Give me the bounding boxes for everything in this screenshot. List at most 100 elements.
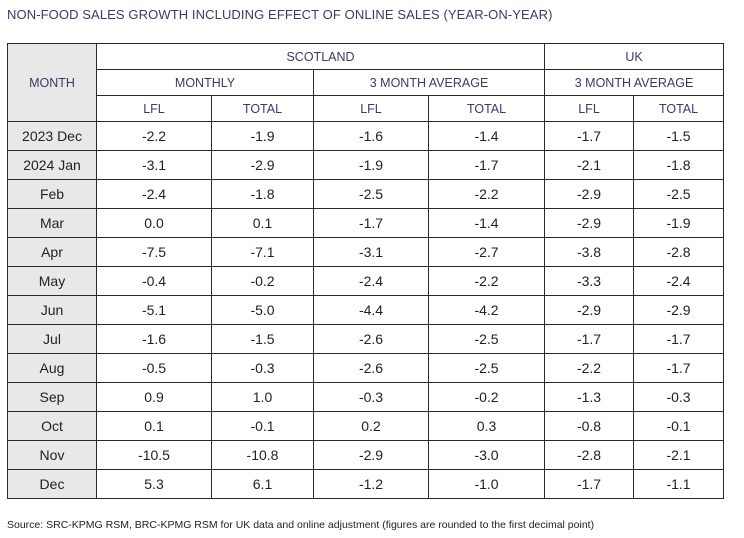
month-cell: Mar [7,208,97,238]
uk-average-total-cell: -2.5 [633,179,725,209]
scotland-group-header: SCOTLAND [95,43,546,70]
scotland-average-total-cell: -2.5 [427,324,546,354]
scotland-average-lfl-cell: -1.6 [313,121,429,151]
month-cell: Nov [7,440,97,470]
scotland-average-total-cell: -1.7 [427,150,546,180]
scotland-monthly-lfl-cell: -1.6 [96,324,212,354]
scotland-monthly-lfl-cell: 5.3 [96,469,212,499]
uk-average-total-cell: -1.1 [633,469,725,499]
uk-average-lfl-cell: -1.3 [544,382,635,412]
uk-average-lfl-cell: -3.8 [544,237,635,267]
scotland-monthly-total-cell: 0.1 [211,208,314,238]
uk-3-month-average-header: 3 MONTH AVERAGE [544,69,725,96]
scotland-average-lfl-cell: -2.5 [313,179,429,209]
scotland-monthly-total-cell: -5.0 [211,295,314,325]
uk-average-lfl-cell: -0.8 [544,411,635,441]
scotland-average-lfl-cell: -0.3 [313,382,429,412]
table-row: Sep 0.9 1.0 -0.3 -0.2 -1.3 -0.3 [7,382,725,412]
scotland-average-lfl-cell: -2.4 [313,266,429,296]
scotland-monthly-lfl-cell: 0.1 [96,411,212,441]
scotland-monthly-lfl-cell: -2.2 [96,121,212,151]
uk-average-lfl-cell: -1.7 [544,324,635,354]
table-row: 2024 Jan -3.1 -2.9 -1.9 -1.7 -2.1 -1.8 [7,150,725,180]
uk-average-lfl-cell: -2.9 [544,208,635,238]
scotland-monthly-lfl-cell: -2.4 [96,179,212,209]
scotland-average-lfl-cell: -2.6 [313,324,429,354]
scotland-average-lfl-cell: -3.1 [313,237,429,267]
scotland-monthly-lfl-header: LFL [96,95,212,122]
scotland-monthly-lfl-cell: 0.0 [96,208,212,238]
month-cell: Aug [7,353,97,383]
scotland-monthly-lfl-cell: -10.5 [96,440,212,470]
scotland-monthly-lfl-cell: -0.4 [96,266,212,296]
scotland-average-total-cell: -2.2 [427,266,546,296]
scotland-monthly-total-cell: -1.5 [211,324,314,354]
scotland-monthly-lfl-cell: -3.1 [96,150,212,180]
table-row: Jun -5.1 -5.0 -4.4 -4.2 -2.9 -2.9 [7,295,725,325]
table-row: Jul -1.6 -1.5 -2.6 -2.5 -1.7 -1.7 [7,324,725,354]
month-cell: Oct [7,411,97,441]
scotland-average-total-cell: -1.4 [427,208,546,238]
scotland-monthly-total-cell: -7.1 [211,237,314,267]
month-cell: Feb [7,179,97,209]
scotland-monthly-header: MONTHLY [96,69,314,96]
uk-average-lfl-cell: -2.8 [544,440,635,470]
scotland-3-month-average-header: 3 MONTH AVERAGE [312,69,546,96]
scotland-monthly-total-cell: -1.9 [211,121,314,151]
scotland-average-lfl-header: LFL [313,95,429,122]
source-note: Source: SRC-KPMG RSM, BRC-KPMG RSM for U… [7,519,595,531]
uk-average-total-cell: -1.8 [633,150,725,180]
scotland-average-total-cell: 0.3 [427,411,546,441]
month-cell: 2023 Dec [7,121,97,151]
scotland-average-total-cell: -1.4 [427,121,546,151]
table-row: Feb -2.4 -1.8 -2.5 -2.2 -2.9 -2.5 [7,179,725,209]
scotland-monthly-lfl-cell: -7.5 [96,237,212,267]
month-cell: Jun [7,295,97,325]
uk-group-header: UK [544,43,725,70]
scotland-average-lfl-cell: -4.4 [313,295,429,325]
scotland-monthly-total-header: TOTAL [211,95,314,122]
scotland-monthly-lfl-cell: -0.5 [96,353,212,383]
uk-average-total-cell: -1.5 [633,121,725,151]
month-cell: 2024 Jan [7,150,97,180]
scotland-monthly-total-cell: -0.2 [211,266,314,296]
scotland-average-lfl-cell: 0.2 [313,411,429,441]
uk-average-total-cell: -1.7 [633,353,725,383]
scotland-monthly-lfl-cell: -5.1 [96,295,212,325]
uk-average-total-header: TOTAL [633,95,725,122]
scotland-average-lfl-cell: -1.2 [313,469,429,499]
uk-average-total-cell: -0.3 [633,382,725,412]
scotland-average-lfl-cell: -1.7 [313,208,429,238]
scotland-monthly-total-cell: -10.8 [211,440,314,470]
uk-average-total-cell: -2.8 [633,237,725,267]
scotland-monthly-total-cell: -0.3 [211,353,314,383]
uk-average-total-cell: -0.1 [633,411,725,441]
table-title: NON-FOOD SALES GROWTH INCLUDING EFFECT O… [7,7,553,22]
month-cell: May [7,266,97,296]
scotland-monthly-total-cell: -0.1 [211,411,314,441]
uk-average-lfl-cell: -1.7 [544,469,635,499]
month-cell: Jul [7,324,97,354]
scotland-average-total-header: TOTAL [427,95,546,122]
table-row: Aug -0.5 -0.3 -2.6 -2.5 -2.2 -1.7 [7,353,725,383]
scotland-average-lfl-cell: -1.9 [313,150,429,180]
uk-average-lfl-cell: -3.3 [544,266,635,296]
table-row: 2023 Dec -2.2 -1.9 -1.6 -1.4 -1.7 -1.5 [7,121,725,151]
sales-growth-table: MONTH SCOTLAND UK MONTHLY 3 MONTH AVERAG… [7,43,725,499]
scotland-average-total-cell: -4.2 [427,295,546,325]
scotland-average-lfl-cell: -2.9 [313,440,429,470]
table-body: 2023 Dec -2.2 -1.9 -1.6 -1.4 -1.7 -1.5 2024 Jan… [7,121,725,499]
scotland-monthly-total-cell: -2.9 [211,150,314,180]
table-row: May -0.4 -0.2 -2.4 -2.2 -3.3 -2.4 [7,266,725,296]
scotland-average-lfl-cell: -2.6 [313,353,429,383]
uk-average-total-cell: -2.9 [633,295,725,325]
scotland-monthly-total-cell: 6.1 [211,469,314,499]
month-column-header: MONTH [7,43,97,122]
uk-average-total-cell: -1.7 [633,324,725,354]
table-row: Nov -10.5 -10.8 -2.9 -3.0 -2.8 -2.1 [7,440,725,470]
scotland-average-total-cell: -2.2 [427,179,546,209]
scotland-average-total-cell: -2.5 [427,353,546,383]
month-cell: Sep [7,382,97,412]
uk-average-lfl-cell: -2.2 [544,353,635,383]
scotland-average-total-cell: -0.2 [427,382,546,412]
